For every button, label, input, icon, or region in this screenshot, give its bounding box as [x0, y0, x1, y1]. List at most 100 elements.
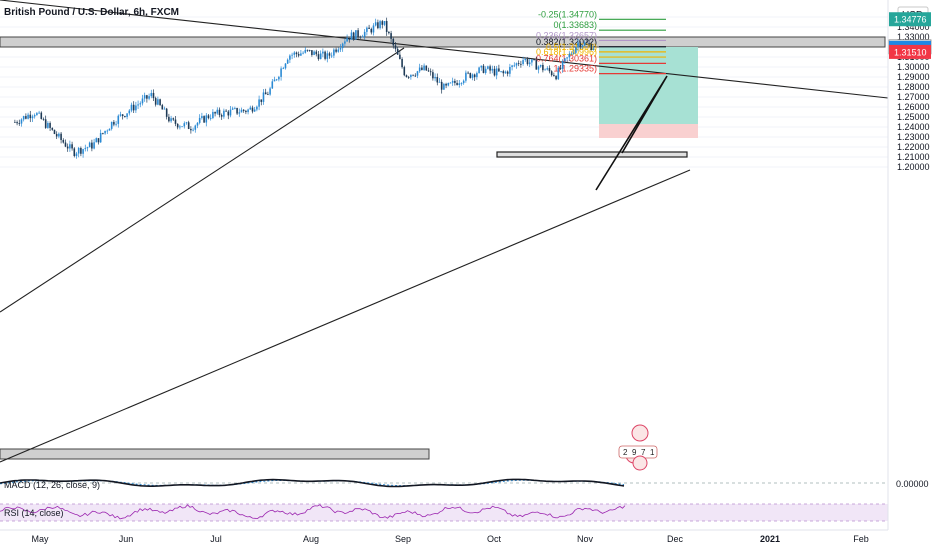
candle-body	[27, 114, 29, 119]
rsi-legend[interactable]: RSI (14, close)	[4, 508, 64, 518]
candle-body	[539, 64, 542, 67]
candle-body	[410, 74, 412, 78]
candle-body	[80, 148, 82, 154]
candle-body	[330, 55, 333, 57]
candle-body	[293, 52, 296, 55]
candle-body	[95, 138, 98, 143]
target-zone[interactable]	[599, 47, 698, 124]
candle-body	[201, 116, 203, 118]
candle-body	[190, 128, 192, 131]
candle-body	[447, 82, 450, 86]
candle-body	[368, 27, 370, 29]
candle-body	[425, 65, 428, 71]
candle-body	[476, 73, 478, 78]
price-tick-label: 1.30000	[897, 62, 930, 72]
time-axis[interactable]: May Jun Jul Aug Sep Oct Nov Dec 2021 Feb	[31, 534, 868, 544]
candle-body	[194, 125, 197, 130]
price-tick-label: 1.27000	[897, 92, 930, 102]
time-tick-label: Aug	[303, 534, 319, 544]
macd-legend[interactable]: MACD (12, 26, close, 9)	[4, 480, 100, 490]
candle-body	[146, 95, 148, 99]
time-tick-label: Jun	[119, 534, 134, 544]
channel-lower-line[interactable]	[0, 169, 691, 463]
fib-level-label: 1(1.29335)	[553, 64, 597, 74]
candle-body	[291, 54, 293, 56]
candle-body	[564, 58, 566, 62]
price-tick-label: 1.20000	[897, 162, 930, 172]
candle-body	[157, 99, 159, 105]
candle-body	[482, 65, 485, 73]
candle-body	[456, 82, 458, 85]
candle-body	[77, 148, 80, 154]
event-count-2: 9	[632, 448, 637, 457]
event-markers[interactable]: 2 9 7 1	[618, 424, 658, 471]
support-zone[interactable]	[0, 448, 430, 460]
flag-uk-icon[interactable]	[631, 424, 649, 442]
candle-body	[396, 48, 399, 55]
flag-uk-icon[interactable]	[632, 455, 648, 471]
candle-body	[515, 63, 518, 66]
candle-body	[561, 61, 564, 69]
candle-body	[493, 68, 496, 76]
stop-zone[interactable]	[599, 124, 698, 138]
candle-body	[253, 109, 256, 112]
candle-body	[300, 53, 302, 56]
candle-body	[421, 67, 423, 70]
candle-body	[383, 20, 386, 25]
price-label-value: 1.34776	[894, 15, 927, 25]
candle-body	[42, 118, 45, 120]
candle-body	[183, 123, 186, 127]
candle-body	[84, 148, 87, 150]
candle-body	[339, 48, 342, 50]
candle-body	[170, 118, 172, 122]
resistance-zone[interactable]	[0, 36, 886, 48]
candle-body	[333, 49, 335, 56]
triangle-pattern[interactable]	[595, 75, 668, 191]
candle-body	[403, 67, 406, 76]
trendline-upper[interactable]	[0, 0, 889, 99]
candle-body	[416, 71, 419, 76]
channel-upper-line[interactable]	[0, 47, 405, 313]
rsi-line	[0, 504, 626, 520]
candle-body	[427, 70, 430, 72]
candle-body	[214, 111, 216, 114]
candle-body	[553, 75, 555, 77]
candle-body	[498, 68, 500, 72]
candle-body	[572, 52, 575, 54]
candle-body	[31, 116, 34, 119]
candle-body	[130, 104, 133, 111]
macd-lines	[0, 478, 625, 488]
candle-body	[99, 132, 102, 143]
candle-body	[509, 66, 511, 74]
candle-body	[359, 36, 362, 38]
candle-body	[137, 104, 139, 106]
candle-body	[71, 144, 73, 149]
candle-body	[14, 122, 16, 123]
candle-body	[443, 83, 445, 90]
candle-body	[489, 66, 491, 71]
price-axis[interactable]: 1.350001.340001.330001.310001.300001.290…	[897, 12, 930, 172]
price-tick-label: 1.33000	[897, 32, 930, 42]
candle-body	[297, 54, 300, 56]
price-tick-label: 1.28000	[897, 82, 930, 92]
candle-body	[16, 122, 18, 124]
candle-body	[355, 30, 357, 40]
candle-body	[394, 45, 397, 49]
candle-body	[38, 112, 40, 114]
candle-body	[557, 67, 560, 80]
candle-body	[328, 53, 331, 56]
candle-body	[370, 28, 373, 33]
event-count-3: 7	[641, 448, 646, 457]
candle-body	[205, 115, 208, 123]
candle-body	[414, 75, 417, 77]
candle-body	[586, 42, 588, 44]
candle-body	[581, 45, 584, 47]
breakout-zone[interactable]	[496, 151, 688, 158]
fib-level-label: 0(1.33683)	[553, 20, 597, 30]
macd-line	[0, 478, 625, 488]
candle-body	[513, 65, 516, 67]
candle-body	[278, 76, 280, 80]
candle-body	[550, 71, 553, 76]
time-tick-label: Jul	[210, 534, 222, 544]
